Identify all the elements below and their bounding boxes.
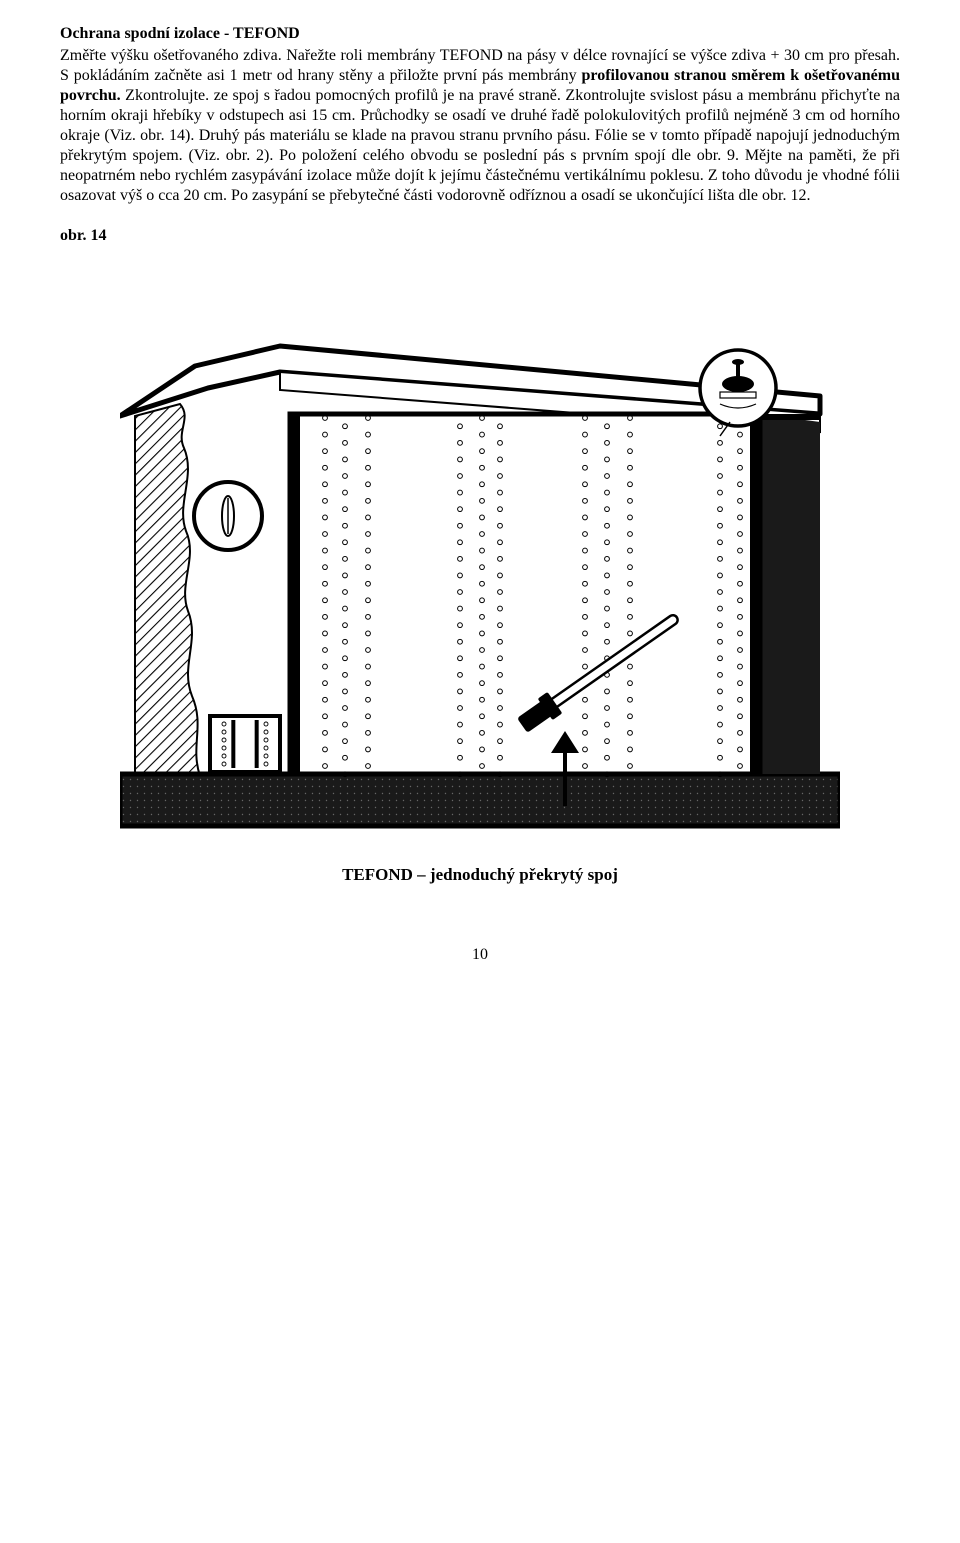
body-paragraph: Změřte výšku ošetřovaného zdiva. Nařežte…: [60, 46, 900, 206]
section-heading: Ochrana spodní izolace - TEFOND: [60, 24, 900, 44]
page-number: 10: [60, 945, 900, 965]
para-text-2: Zkontrolujte. ze spoj s řadou pomocných …: [60, 87, 900, 204]
figure-label: obr. 14: [60, 226, 900, 246]
tefond-diagram: [120, 286, 840, 846]
figure-caption: TEFOND – jednoduchý překrytý spoj: [60, 864, 900, 885]
